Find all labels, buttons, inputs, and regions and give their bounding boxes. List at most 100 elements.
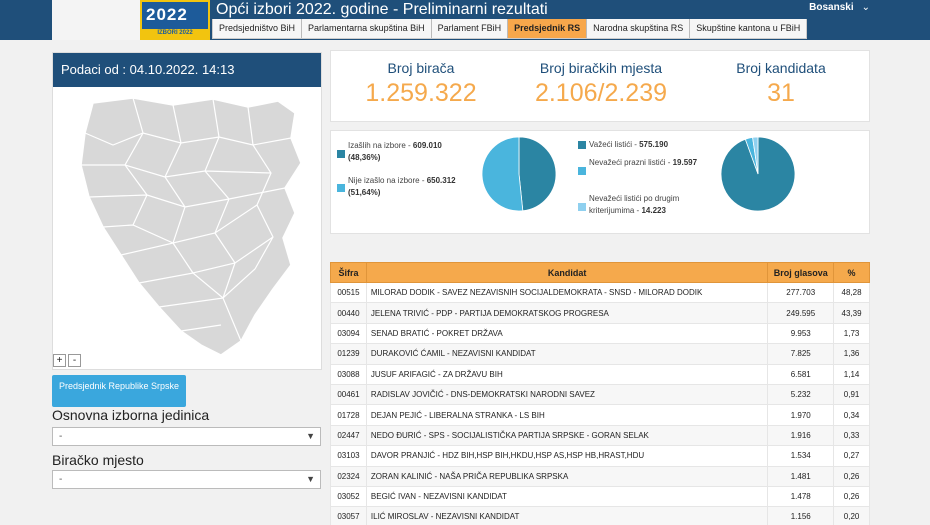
header-logo-area [52, 0, 140, 40]
turnout-pie-chart[interactable] [480, 135, 558, 213]
unit-select[interactable]: - ▼ [52, 427, 321, 446]
table-row[interactable]: 01239 DURAKOVIĆ ĆAMIL - NEZAVISNI KANDIDA… [330, 343, 870, 365]
row-candidate: DAVOR PRANJIĆ - HDZ BIH,HSP BIH,HKDU,HSP… [365, 445, 769, 467]
row-pct: 48,28 [833, 281, 870, 304]
table-row[interactable]: 03052 BEGIĆ IVAN - NEZAVISNI KANDIDAT 1.47… [330, 485, 870, 508]
tab-predsjednik-rs[interactable]: Predsjednik RS [508, 19, 588, 38]
row-candidate: DURAKOVIĆ ĆAMIL - NEZAVISNI KANDIDAT [365, 343, 769, 365]
row-candidate: SENAD BRATIĆ - POKRET DRŽAVA [365, 322, 769, 345]
voted-label: Izašlih na izbore - [348, 141, 413, 150]
map-panel: Podaci od : 04.10.2022. 14:13 [52, 52, 322, 370]
bih-map[interactable] [73, 93, 313, 358]
table-row[interactable]: 03088 JUSUF ARIFAGIĆ - ZA DRŽAVU BIH 6.581… [330, 363, 870, 385]
pie-slice-other[interactable] [752, 136, 759, 175]
row-pct: 0,34 [833, 404, 870, 426]
row-votes: 7.825 [767, 343, 835, 365]
chevron-down-icon: ▼ [306, 474, 315, 484]
row-code: 00461 [330, 383, 367, 406]
pie-slice-not-voted[interactable] [481, 136, 524, 212]
table-row[interactable]: 01728 DEJAN PEJIĆ - LIBERALNA STRANKA - L… [330, 404, 870, 426]
candidates-value: 31 [767, 79, 795, 107]
candidates-label: Broj kandidata [736, 60, 826, 76]
row-code: 03057 [330, 506, 367, 525]
stat-candidates: Broj kandidata 31 [711, 60, 851, 108]
ballots-legend-valid: Važeći listići - 575.190 [589, 139, 709, 151]
data-timestamp: Podaci od : 04.10.2022. 14:13 [53, 53, 321, 87]
turnout-legend-not-voted: Nije izašlo na izbore - 650.312 (51,64%) [348, 175, 468, 199]
logo-year: 2022 [146, 5, 188, 24]
blank-value: 19.597 [672, 158, 698, 167]
ballots-pie-chart[interactable] [719, 135, 797, 213]
col-pct[interactable]: % [833, 262, 870, 283]
chevron-down-icon: ⌄ [861, 2, 870, 13]
row-pct: 0,27 [833, 445, 870, 467]
row-votes: 1.916 [767, 424, 835, 447]
pie-slice-voted[interactable] [518, 136, 557, 212]
ballots-legend-other: Nevažeći listići po drugim kriterijumima… [589, 193, 709, 217]
language-selector[interactable]: Bosanski ⌄ [809, 2, 870, 13]
table-row[interactable]: 03094 SENAD BRATIĆ - POKRET DRŽAVA 9.953 1,… [330, 322, 870, 345]
map-zoom-controls: + - [53, 354, 81, 367]
row-pct: 0,26 [833, 485, 870, 508]
row-candidate: JELENA TRIVIĆ - PDP - PARTIJA DEMOKRATSK… [365, 302, 769, 324]
stations-value: 2.106/2.239 [534, 79, 668, 107]
zoom-out-button[interactable]: - [68, 354, 81, 367]
tab-parlament-fbih[interactable]: Parlament FBiH [432, 19, 509, 38]
tab-skupstine-kantona[interactable]: Skupštine kantona u FBiH [696, 23, 801, 33]
stat-stations: Broj biračkih mjesta 2.106/2.239 [521, 60, 681, 108]
other-value: 14.223 [641, 206, 666, 215]
col-candidate[interactable]: Kandidat [365, 262, 769, 283]
row-pct: 43,39 [833, 302, 870, 324]
row-votes: 1.970 [767, 404, 835, 426]
election-tabs: Predsjedništvo BiH Parlamentarna skupšti… [212, 19, 808, 39]
elections-logo[interactable]: 2022 IZBORI 2022 [140, 0, 210, 40]
row-candidate: JUSUF ARIFAGIĆ - ZA DRŽAVU BIH [365, 363, 769, 385]
row-candidate: DEJAN PEJIĆ - LIBERALNA STRANKA - LS BIH [365, 404, 769, 426]
table-row[interactable]: 00515 MILORAD DODIK - SAVEZ NEZAVISNIH SO… [330, 281, 870, 304]
table-row[interactable]: 03103 DAVOR PRANJIĆ - HDZ BIH,HSP BIH,HKD… [330, 445, 870, 467]
logo-band: IZBORI 2022 [142, 29, 208, 38]
tab-parlamentarna-skupstina-bih[interactable]: Parlamentarna skupština BiH [302, 19, 432, 38]
unit-select-value: - [59, 431, 63, 442]
row-code: 01239 [330, 343, 367, 365]
row-code: 03103 [330, 445, 367, 467]
row-votes: 1.481 [767, 465, 835, 487]
unit-label: Osnovna izborna jedinica [52, 407, 210, 423]
turnout-legend-voted: Izašlih na izbore - 609.010 (48,36%) [348, 140, 468, 164]
voted-swatch [337, 150, 345, 158]
other-swatch [578, 203, 586, 211]
table-row[interactable]: 03057 ILIĆ MIROSLAV - NEZAVISNI KANDIDAT 1… [330, 506, 870, 525]
col-code[interactable]: Šifra [330, 262, 367, 283]
language-label: Bosanski [809, 2, 854, 13]
row-votes: 249.595 [767, 302, 835, 324]
ballots-legend-blank: Nevažeći prazni listići - 19.597 [589, 157, 699, 169]
blank-swatch [578, 167, 586, 175]
row-votes: 6.581 [767, 363, 835, 385]
row-code: 03052 [330, 485, 367, 508]
place-select[interactable]: - ▼ [52, 470, 321, 489]
not-voted-swatch [337, 184, 345, 192]
pie-charts-panel: Izašlih na izbore - 609.010 (48,36%) Nij… [330, 130, 870, 234]
table-row[interactable]: 00440 JELENA TRIVIĆ - PDP - PARTIJA DEMOK… [330, 302, 870, 324]
table-header-row: Šifra Kandidat Broj glasova % [330, 262, 870, 283]
valid-swatch [578, 141, 586, 149]
chevron-down-icon: ▼ [306, 431, 315, 441]
voters-value: 1.259.322 [365, 79, 477, 107]
row-votes: 5.232 [767, 383, 835, 406]
other-label: Nevažeći listići po drugim kriterijumima… [589, 194, 680, 215]
row-pct: 1,36 [833, 343, 870, 365]
table-row[interactable]: 00461 RADISLAV JOVIČIĆ - DNS-DEMOKRATSKI … [330, 383, 870, 406]
table-row[interactable]: 02447 NEDO ĐURIĆ - SPS - SOCIJALISTIČKA P… [330, 424, 870, 447]
col-votes[interactable]: Broj glasova [767, 262, 835, 283]
tab-narodna-skupstina-rs[interactable]: Narodna skupština RS [587, 19, 691, 38]
blank-label: Nevažeći prazni listići - [589, 158, 673, 167]
predsjednik-rs-button[interactable]: Predsjednik Republike Srpske [52, 375, 186, 407]
table-row[interactable]: 02324 ZORAN KALINIĆ - NAŠA PRIČA REPUBLIK… [330, 465, 870, 487]
row-pct: 0,20 [833, 506, 870, 525]
tab-predsjednistvo-bih[interactable]: Predsjedništvo BiH [213, 19, 303, 38]
zoom-in-button[interactable]: + [53, 354, 66, 367]
row-votes: 1.478 [767, 485, 835, 508]
row-code: 03088 [330, 363, 367, 385]
not-voted-label: Nije izašlo na izbore - [348, 176, 427, 185]
row-pct: 1,73 [833, 322, 870, 345]
